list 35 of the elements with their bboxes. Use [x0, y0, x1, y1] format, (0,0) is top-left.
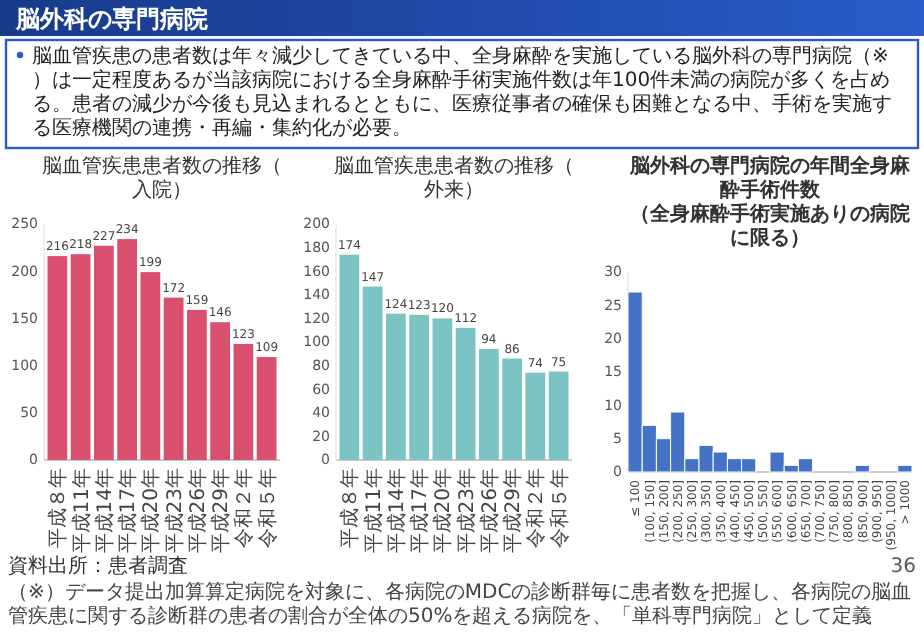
- text: 脳外科の専門病院: [14, 5, 208, 33]
- x-tick-label: 平成８年: [46, 468, 71, 548]
- text: （※）データ提出加算算定病院を対象に、各病院のMDCの診断群毎に患者数を把握し、各病院の脳血管疾患に関する診断群の患者の割合が全体の50%を超える病院を、「単科専門病院」として定義: [8, 580, 912, 628]
- bar: [256, 357, 277, 460]
- text: 脳血管疾患の患者数は年々減少してきている中、全身麻酔を実施している脳外科の専門病院（※）は一定程度あるが当該病院における全身麻酔手術実施件数は年100件未満の病院が多くを占める。患者の減少が今後も見込まれるとともに、医療従事者の確保も困難となる中、手術を実施する医療機関の連携・再編・集約化が必要。: [32, 44, 892, 140]
- bar: [897, 464, 913, 473]
- text: 資料出所：患者調査: [8, 554, 188, 578]
- x-tick-label: 平成８年: [338, 468, 363, 548]
- x-tick-label: 平成20年: [139, 468, 164, 554]
- x-tick-label: 平成11年: [69, 468, 94, 554]
- x-tick-label: 平成14年: [384, 468, 409, 554]
- x-tick-label: 平成11年: [361, 468, 386, 554]
- x-tick-label: 平成26年: [185, 468, 210, 554]
- bar: [339, 254, 360, 460]
- x-tick-label: 令和２年: [232, 468, 257, 548]
- x-tick-label: 平成14年: [92, 468, 117, 554]
- chart-subtitle: （全身麻酔手術実施ありの病院に限る）: [630, 202, 910, 250]
- x-tick-label: 平成26年: [477, 468, 502, 554]
- x-tick-label: 平成20年: [431, 468, 456, 554]
- chart-title: 脳血管疾患患者数の推移（入院）: [42, 154, 282, 202]
- chart-title: 脳外科の専門病院の年間全身麻酔手術件数: [628, 154, 912, 202]
- bar: [548, 371, 569, 460]
- text: 36: [890, 556, 916, 578]
- x-tick-label: 令和５年: [547, 468, 572, 548]
- x-tick-label: 平成29年: [501, 468, 526, 554]
- x-tick-label: 平成23年: [162, 468, 187, 554]
- x-tick-label: 平成17年: [116, 468, 141, 554]
- x-tick-label: 令和５年: [255, 468, 280, 548]
- bar: [47, 256, 68, 460]
- x-tick-label: 平成23年: [454, 468, 479, 554]
- x-tick-label: 令和２年: [524, 468, 549, 548]
- chart-title: 脳血管疾患患者数の推移（外来）: [334, 154, 574, 202]
- bar: [854, 464, 870, 473]
- x-tick-label: 平成17年: [408, 468, 433, 554]
- x-tick-label: 平成29年: [209, 468, 234, 554]
